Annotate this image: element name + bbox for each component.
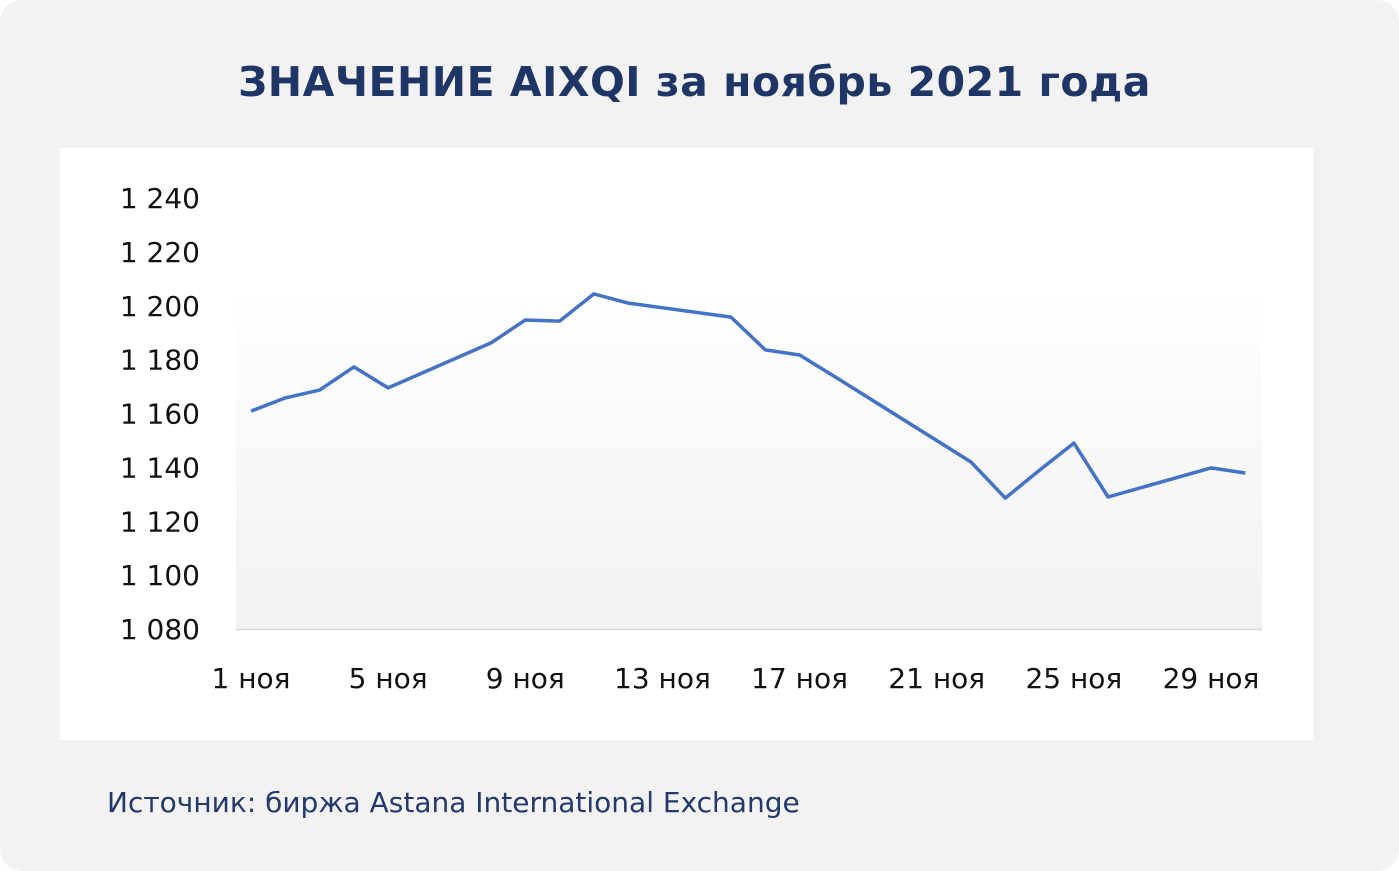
x-tick-label: 29 ноя (1163, 662, 1260, 695)
plot-area (236, 290, 1262, 629)
y-tick-label: 1 140 (120, 451, 200, 484)
y-tick-label: 1 100 (120, 559, 200, 592)
x-tick-label: 9 ноя (486, 662, 565, 695)
y-tick-label: 1 180 (120, 344, 200, 377)
y-tick-label: 1 200 (120, 290, 200, 323)
x-tick-label: 21 ноя (888, 662, 985, 695)
source-note: Источник: биржа Astana International Exc… (107, 786, 800, 819)
x-tick-label: 1 ноя (212, 662, 291, 695)
chart-title: ЗНАЧЕНИЕ AIXQI за ноябрь 2021 года (238, 58, 1151, 106)
y-tick-label: 1 240 (120, 182, 200, 215)
x-tick-label: 13 ноя (614, 662, 711, 695)
x-tick-label: 17 ноя (751, 662, 848, 695)
y-tick-label: 1 160 (120, 398, 200, 431)
y-tick-label: 1 080 (120, 613, 200, 646)
y-tick-label: 1 220 (120, 236, 200, 269)
series-line (250, 292, 1246, 500)
y-tick-label: 1 120 (120, 505, 200, 538)
x-tick-label: 25 ноя (1025, 662, 1122, 695)
x-tick-label: 5 ноя (349, 662, 428, 695)
